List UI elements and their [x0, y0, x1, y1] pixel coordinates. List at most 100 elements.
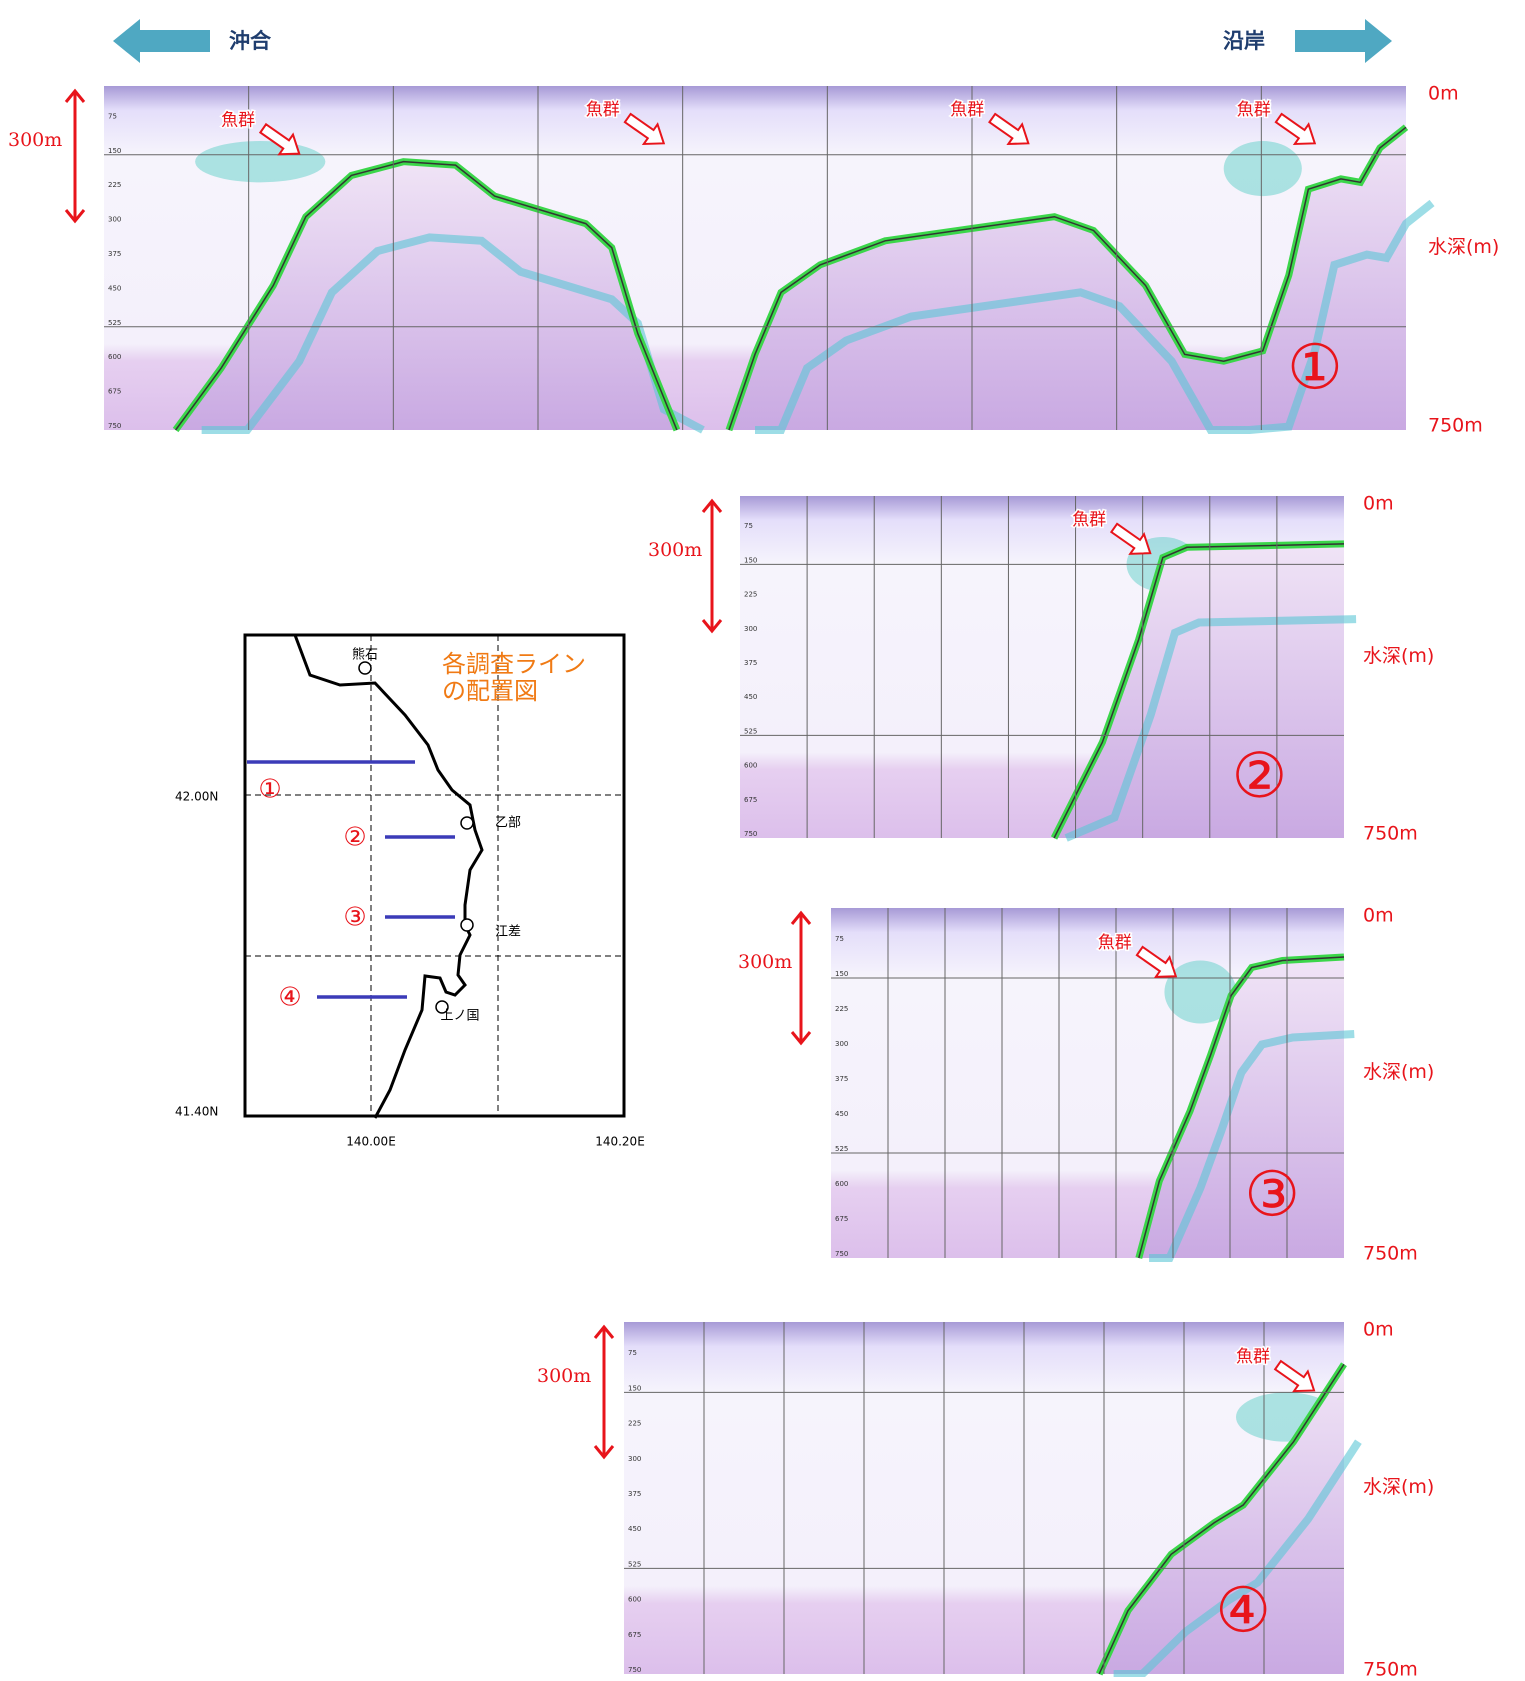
depth-tick-label: 225	[835, 1005, 848, 1013]
place-marker	[435, 1000, 449, 1014]
survey-line-label: ②	[343, 823, 366, 853]
map-title: の配置図	[442, 677, 538, 705]
lon-label: 140.20E	[595, 1135, 645, 1149]
seabed-line	[1098, 1363, 1345, 1675]
map-frame	[243, 633, 626, 1118]
depth-tick-label: 600	[108, 353, 121, 361]
lat-label: 42.00N	[175, 790, 218, 804]
span-label: 300m	[648, 539, 702, 561]
depth-tick-label: 675	[108, 388, 121, 396]
coast-arrow	[1295, 19, 1392, 63]
depth-tick-label: 450	[108, 284, 121, 292]
seabed-line	[728, 126, 1407, 431]
echogram-panel: 75 150 225 300 375 450 525 600 675 750	[624, 1322, 1362, 1678]
depth-tick-label: 375	[108, 250, 121, 258]
depth-top: 0m	[1428, 83, 1459, 105]
sub-bottom	[728, 127, 1406, 430]
sub-bottom-layer	[1113, 1439, 1362, 1678]
depth-tick-label: 375	[835, 1075, 848, 1083]
depth-axis: 水深(m)	[1428, 236, 1499, 258]
span-label: 300m	[537, 1365, 591, 1387]
depth-tick-label: 150	[108, 147, 121, 155]
echogram-panel: 75 150 225 300 375 450 525 600 675 750	[740, 496, 1357, 842]
place-marker	[460, 918, 474, 932]
span-arrow	[64, 88, 86, 224]
coastline	[293, 634, 484, 1119]
depth-axis: 水深(m)	[1363, 645, 1434, 667]
depth-tick-label: 525	[835, 1145, 848, 1153]
fish-school	[195, 141, 326, 183]
depth-tick-label: 150	[628, 1384, 641, 1392]
fish-arrow	[623, 112, 666, 146]
fish-arrow	[1109, 522, 1152, 555]
depth-bottom: 750m	[1363, 1243, 1418, 1265]
depth-tick-label: 750	[108, 422, 121, 430]
fish-arrow	[1273, 1359, 1316, 1393]
depth-tick-label: 600	[628, 1596, 641, 1604]
lon-label: 140.00E	[346, 1135, 396, 1149]
seabed-line	[1138, 956, 1345, 1259]
echogram-panel: 75 150 225 300 375 450 525 600 675 750	[104, 86, 1435, 434]
place-label: 上ノ国	[440, 1009, 479, 1024]
sub-bottom-layer	[755, 199, 1435, 434]
fish-arrow	[988, 112, 1030, 146]
depth-tick-label: 300	[835, 1040, 848, 1048]
fish-label: 魚群	[1098, 933, 1132, 953]
fish-label: 魚群	[1237, 100, 1271, 120]
depth-tick-label: 450	[744, 693, 757, 701]
depth-tick-label: 375	[744, 659, 757, 667]
place-label: 熊石	[352, 647, 378, 663]
depth-tick-label: 225	[744, 591, 757, 599]
depth-tick-label: 600	[835, 1180, 848, 1188]
seabed-line	[175, 160, 678, 431]
depth-tick-label: 225	[628, 1420, 641, 1428]
fish-label: 魚群	[221, 110, 255, 130]
fish-arrow	[1135, 945, 1178, 978]
depth-tick-label: 375	[628, 1490, 641, 1498]
depth-tick-label: 525	[628, 1560, 641, 1568]
fish-school	[1164, 960, 1237, 1024]
depth-tick-label: 600	[744, 762, 757, 770]
survey-line-label: ③	[343, 903, 366, 933]
depth-tick-label: 750	[744, 830, 757, 838]
fish-label: 魚群	[586, 100, 620, 120]
depth-axis: 水深(m)	[1363, 1476, 1434, 1498]
fish-label: 魚群	[1072, 510, 1106, 530]
lat-label: 41.40N	[175, 1105, 218, 1119]
offshore-label: 沖合	[229, 29, 272, 53]
depth-top: 0m	[1363, 1319, 1394, 1341]
fish-label: 魚群	[950, 100, 984, 120]
depth-tick-label: 75	[835, 935, 844, 943]
depth-tick-label: 750	[835, 1250, 848, 1258]
depth-tick-label: 300	[108, 216, 121, 224]
place-marker	[460, 816, 474, 830]
depth-top: 0m	[1363, 493, 1394, 515]
coast-label: 沿岸	[1223, 29, 1265, 53]
depth-tick-label: 75	[628, 1349, 637, 1357]
depth-tick-label: 225	[108, 181, 121, 189]
depth-tick-label: 450	[628, 1525, 641, 1533]
fish-school	[1223, 141, 1302, 197]
map-title: 各調査ライン	[442, 650, 586, 678]
depth-tick-label: 675	[835, 1215, 848, 1223]
depth-bottom: 750m	[1428, 415, 1483, 437]
panel-number: ③	[1244, 1158, 1300, 1231]
panel-number: ①	[1287, 331, 1343, 404]
depth-tick-label: 75	[108, 112, 117, 120]
sub-bottom-layer	[1064, 615, 1357, 842]
depth-tick-label: 300	[744, 625, 757, 633]
sub-bottom	[1138, 957, 1344, 1258]
fish-arrow	[258, 122, 301, 156]
seabed-line	[1053, 543, 1345, 839]
fish-arrow	[1274, 112, 1317, 146]
depth-tick-label: 525	[108, 319, 121, 327]
depth-tick-label: 750	[628, 1666, 641, 1674]
span-label: 300m	[8, 129, 62, 151]
span-arrow	[593, 1324, 615, 1460]
depth-tick-label: 525	[744, 727, 757, 735]
depth-axis: 水深(m)	[1363, 1061, 1434, 1083]
depth-tick-label: 450	[835, 1110, 848, 1118]
